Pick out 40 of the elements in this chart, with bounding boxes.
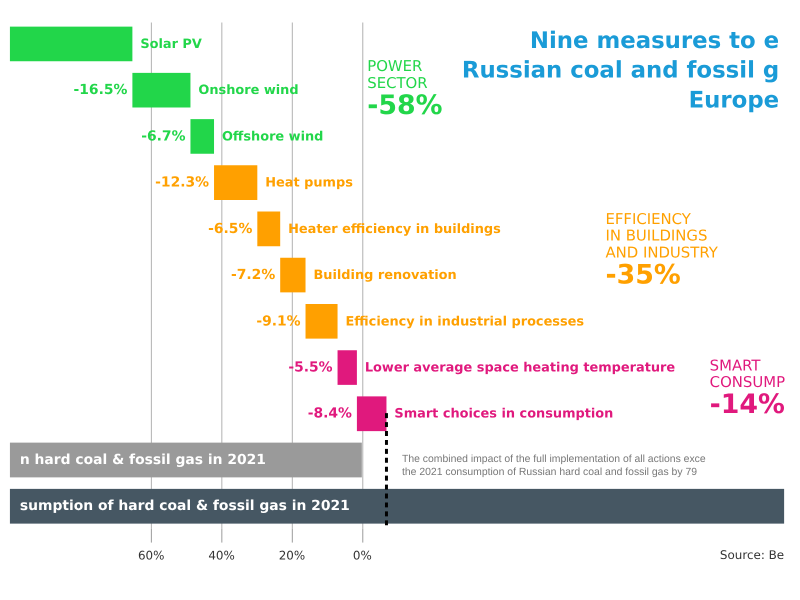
data-label: -6.5%	[208, 220, 252, 237]
y-tick-label: sumption of hard coal & fossil gas in 2021	[20, 498, 350, 514]
x-tick-label: 60%	[138, 548, 164, 562]
x-tick-label: 20%	[278, 548, 306, 562]
text: Nine measures to e Russian coal and fossil g Europe	[462, 28, 780, 114]
data-label: -8.4%	[308, 406, 352, 422]
bar	[132, 72, 190, 108]
y-tick-label: Offshore wind	[222, 129, 324, 144]
source-note: Source: Be	[720, 548, 784, 562]
bar	[10, 26, 132, 62]
bar	[338, 350, 357, 385]
data-label: -5.5%	[288, 360, 333, 376]
annotation: The combined impact of the full implementation of all actions exce the 2021 consumption of Russian hard coal and fossil gas by 79	[402, 454, 706, 478]
y-tick-label: Efficiency in industrial processes	[345, 314, 584, 330]
y-tick-label: Lower average space heating temperature	[364, 360, 676, 376]
data-label: -12.3%	[155, 174, 210, 191]
annotation: EFFICIENCY IN BUILDINGS AND INDUSTRY -35%	[605, 210, 719, 290]
y-tick-label: Solar PV	[140, 36, 202, 52]
data-label: -7.2%	[230, 267, 276, 284]
bar	[257, 212, 280, 246]
bar	[10, 442, 362, 478]
y-tick-label: Heater efficiency in buildings	[288, 222, 502, 237]
x-tick-label: 40%	[208, 548, 235, 562]
y-tick-label: Onshore wind	[198, 83, 299, 98]
data-label: -9.1%	[256, 313, 301, 330]
data-label: -6.7%	[141, 128, 186, 144]
bar	[306, 304, 338, 339]
bar	[10, 488, 784, 524]
x-tick-label: 0%	[352, 548, 372, 562]
annotation: POWER SECTOR -58%	[367, 57, 442, 121]
data-label: -16.5%	[74, 82, 128, 98]
bar	[190, 119, 214, 154]
bar	[356, 396, 386, 432]
y-tick-label: Heat pumps	[265, 176, 354, 191]
y-tick-label: Smart choices in consumption	[394, 406, 614, 422]
annotation: SMART CONSUMP -14%	[710, 356, 786, 420]
bar	[214, 165, 258, 200]
y-tick-label: n hard coal & fossil gas in 2021	[20, 452, 266, 468]
bar	[280, 258, 306, 292]
y-tick-label: Building renovation	[313, 268, 457, 284]
